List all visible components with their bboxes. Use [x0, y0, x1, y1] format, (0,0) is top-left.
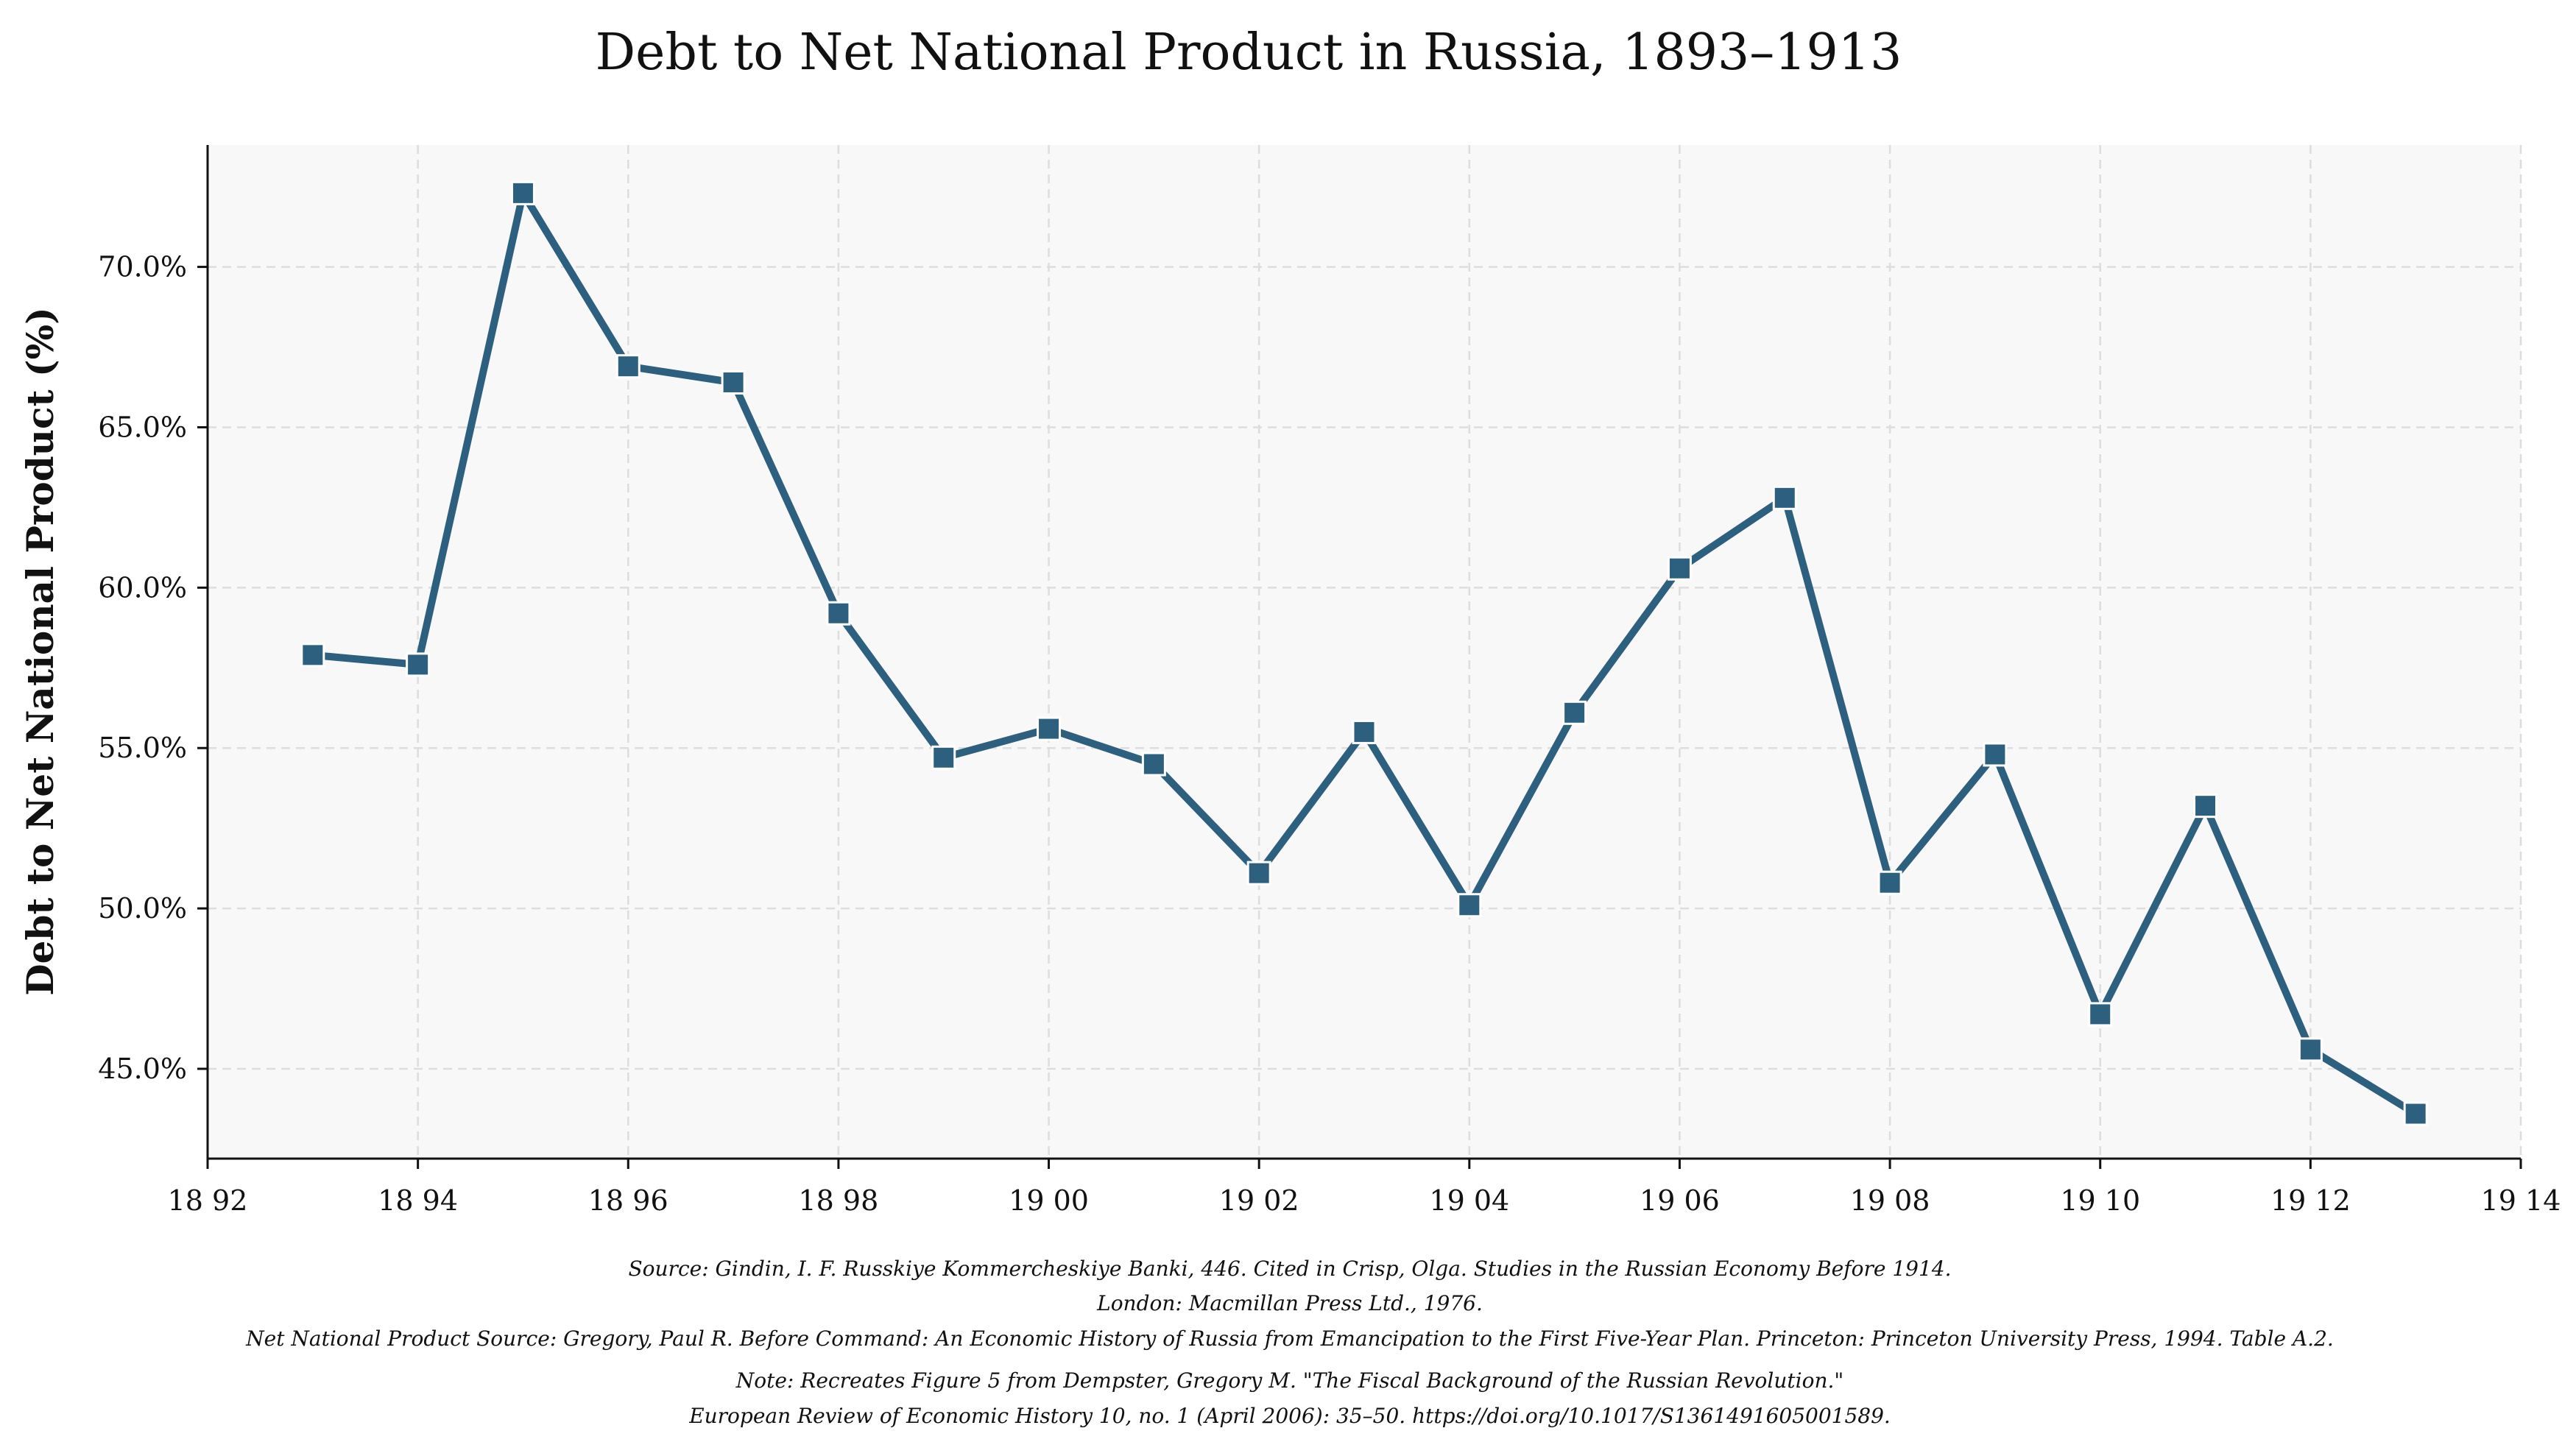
x-tick-label: 19 02 [1219, 1184, 1299, 1217]
y-tick-label: 50.0% [98, 892, 187, 925]
x-tick-label: 19 14 [2481, 1184, 2561, 1217]
x-tick-label: 18 94 [378, 1184, 458, 1217]
x-tick-label: 19 04 [1429, 1184, 1509, 1217]
source-note-line-1: Source: Gindin, I. F. Russkiye Kommerche… [628, 1257, 1951, 1281]
x-tick-label: 18 96 [588, 1184, 668, 1217]
x-tick-label: 19 00 [1009, 1184, 1089, 1217]
data-point [931, 745, 956, 770]
data-point [1141, 752, 1166, 777]
x-tick-label: 19 10 [2060, 1184, 2140, 1217]
x-tick-label: 19 12 [2270, 1184, 2351, 1217]
data-point [1983, 742, 2008, 767]
data-point [1562, 700, 1587, 725]
data-point [1352, 719, 1377, 744]
data-point [510, 180, 535, 205]
series-layer [300, 180, 2428, 1126]
data-point [406, 652, 431, 677]
plot-background [208, 145, 2521, 1159]
data-point [1457, 893, 1482, 918]
data-point [1877, 870, 1902, 895]
x-tick-label: 18 98 [799, 1184, 879, 1217]
data-point [1667, 556, 1692, 581]
data-point [2298, 1037, 2323, 1062]
axis-ticks: 18 92 18 94 18 96 18 98 19 00 19 02 19 04 19 06… [98, 251, 2561, 1217]
y-tick-label: 55.0% [98, 732, 187, 764]
source-note-line-3: Net National Product Source: Gregory, Pa… [245, 1326, 2334, 1351]
source-note-line-5: European Review of Economic History 10, … [688, 1404, 1891, 1428]
data-point [2088, 1002, 2113, 1027]
grid [206, 145, 2522, 1159]
y-axis-label: Debt to Net National Product (%) [18, 307, 62, 996]
data-point [721, 370, 746, 395]
data-point [826, 601, 851, 626]
source-note-line-4: Note: Recreates Figure 5 from Dempster, … [735, 1368, 1844, 1393]
y-tick-label: 60.0% [98, 571, 187, 604]
chart-title: Debt to Net National Product in Russia, … [596, 24, 1902, 82]
data-point [615, 354, 641, 379]
data-point [1246, 860, 1271, 886]
data-point [2403, 1101, 2428, 1126]
x-tick-label: 19 08 [1850, 1184, 1930, 1217]
y-tick-label: 65.0% [98, 411, 187, 443]
y-tick-label: 70.0% [98, 251, 187, 283]
source-note-line-2: London: Macmillan Press Ltd., 1976. [1096, 1291, 1483, 1315]
data-point [300, 643, 325, 668]
x-tick-label: 19 06 [1640, 1184, 1720, 1217]
data-point [1037, 716, 1062, 741]
y-tick-label: 45.0% [98, 1053, 187, 1085]
data-point [2193, 794, 2218, 819]
data-point [1772, 485, 1797, 510]
x-tick-label: 18 92 [168, 1184, 248, 1217]
